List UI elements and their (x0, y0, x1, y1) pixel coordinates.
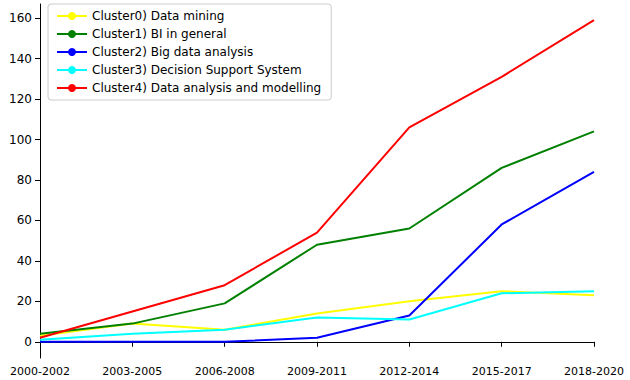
svg-text:2018-2020: 2018-2020 (564, 365, 624, 378)
svg-text:20: 20 (17, 294, 32, 308)
svg-text:Cluster1) BI in general: Cluster1) BI in general (92, 27, 227, 41)
svg-text:100: 100 (9, 133, 32, 147)
svg-text:60: 60 (17, 213, 32, 227)
svg-text:Cluster3) Decision Support Sys: Cluster3) Decision Support System (92, 63, 302, 77)
svg-text:2015-2017: 2015-2017 (472, 365, 532, 378)
svg-text:140: 140 (9, 52, 32, 66)
svg-text:Cluster2) Big data analysis: Cluster2) Big data analysis (92, 45, 253, 59)
svg-text:80: 80 (17, 173, 32, 187)
svg-text:160: 160 (9, 11, 32, 25)
svg-text:0: 0 (24, 335, 32, 349)
svg-text:40: 40 (17, 254, 32, 268)
svg-text:Cluster0) Data mining: Cluster0) Data mining (92, 9, 224, 23)
svg-text:120: 120 (9, 92, 32, 106)
svg-text:Cluster4) Data analysis and mo: Cluster4) Data analysis and modelling (92, 81, 321, 95)
svg-text:2003-2005: 2003-2005 (102, 365, 162, 378)
svg-text:2000-2002: 2000-2002 (10, 365, 70, 378)
svg-text:2006-2008: 2006-2008 (195, 365, 255, 378)
svg-text:2012-2014: 2012-2014 (379, 365, 439, 378)
svg-text:2009-2011: 2009-2011 (287, 365, 347, 378)
